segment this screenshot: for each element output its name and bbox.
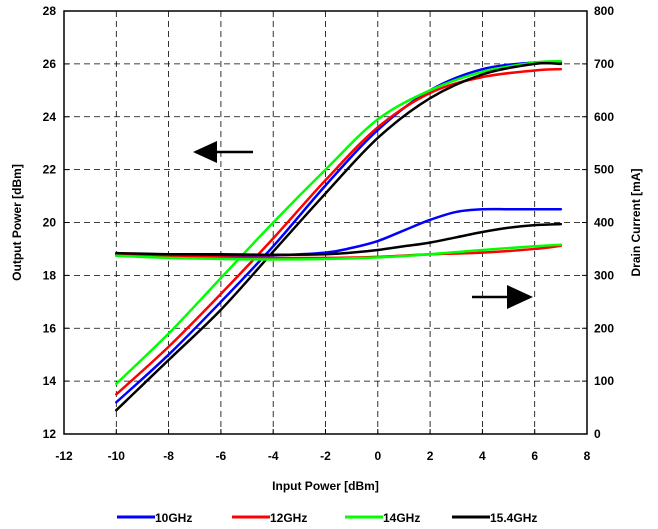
series-line-12ghz-output-power bbox=[115, 67, 563, 396]
y-right-tick-label: 100 bbox=[594, 374, 614, 388]
y-left-tick-label: 20 bbox=[43, 216, 57, 230]
y-right-tick-label: 0 bbox=[594, 427, 601, 441]
y-left-tick-label: 14 bbox=[43, 374, 57, 388]
y-left-tick-label: 26 bbox=[43, 57, 57, 71]
y-right-tick-label: 600 bbox=[594, 110, 614, 124]
y-right-tick-label: 400 bbox=[594, 216, 614, 230]
x-tick-label: -10 bbox=[108, 449, 126, 463]
x-tick-label: -12 bbox=[55, 449, 73, 463]
y-right-tick-label: 800 bbox=[594, 4, 614, 18]
y-right-tick-label: 200 bbox=[594, 321, 614, 335]
legend-label: 14GHz bbox=[383, 511, 420, 525]
legend-label: 12GHz bbox=[270, 511, 307, 525]
y-left-tick-label: 16 bbox=[43, 321, 57, 335]
x-axis-label: Input Power [dBm] bbox=[272, 479, 379, 493]
x-tick-label: -2 bbox=[320, 449, 331, 463]
series-line-15-4ghz-output-power bbox=[115, 61, 563, 412]
series-line-14ghz-output-power bbox=[115, 59, 563, 386]
y-left-tick-label: 18 bbox=[43, 268, 57, 282]
legend: 10GHz 12GHz 14GHz 15.4GHz bbox=[117, 511, 537, 525]
y-left-tick-label: 12 bbox=[43, 427, 57, 441]
series-line-15-4ghz-drain-current bbox=[115, 222, 563, 256]
x-tick-label: 0 bbox=[374, 449, 381, 463]
right-arrow-annotation bbox=[472, 285, 533, 309]
x-tick-label: 8 bbox=[584, 449, 591, 463]
tick-labels-layer: -12 -10 -8 -6 -4 -2 0 2 4 6 8121416182022242628010… bbox=[43, 4, 615, 463]
series-line-14ghz-drain-current bbox=[115, 243, 563, 261]
ticks-layer bbox=[63, 10, 588, 435]
left-arrow-annotation bbox=[193, 141, 253, 163]
y-right-tick-label: 700 bbox=[594, 57, 614, 71]
y-right-tick-label: 500 bbox=[594, 163, 614, 177]
y-left-tick-label: 28 bbox=[43, 4, 57, 18]
series-line-10ghz-output-power bbox=[115, 60, 563, 404]
x-tick-label: -8 bbox=[163, 449, 174, 463]
y-axis-left-label: Output Power [dBm] bbox=[10, 164, 24, 281]
y-left-tick-label: 22 bbox=[43, 163, 57, 177]
y-axis-right-label: Drain Current [mA] bbox=[629, 168, 643, 276]
x-tick-label: 6 bbox=[531, 449, 538, 463]
y-right-tick-label: 300 bbox=[594, 268, 614, 282]
gridlines bbox=[64, 11, 587, 434]
x-tick-label: -6 bbox=[216, 449, 227, 463]
legend-label: 10GHz bbox=[155, 511, 192, 525]
x-tick-label: -4 bbox=[268, 449, 279, 463]
x-tick-label: 2 bbox=[427, 449, 434, 463]
x-tick-label: 4 bbox=[479, 449, 486, 463]
series-layer bbox=[115, 59, 563, 412]
legend-label: 15.4GHz bbox=[490, 511, 537, 525]
y-left-tick-label: 24 bbox=[43, 110, 57, 124]
